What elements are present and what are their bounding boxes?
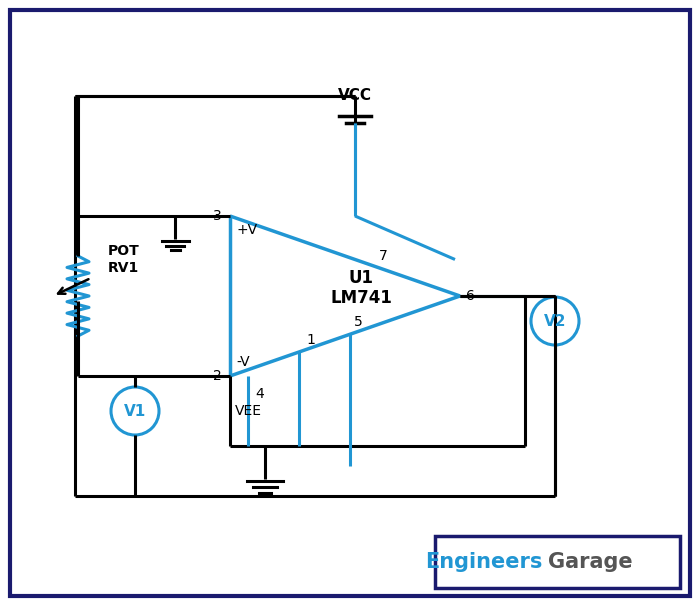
Text: V1: V1 — [124, 404, 146, 419]
Text: V2: V2 — [544, 313, 566, 328]
Text: -V: -V — [236, 355, 250, 369]
FancyBboxPatch shape — [10, 10, 690, 596]
Text: POT: POT — [108, 244, 140, 258]
Text: 2: 2 — [214, 369, 222, 383]
Text: 6: 6 — [466, 289, 475, 303]
Text: Engineers: Engineers — [426, 552, 542, 572]
Text: VEE: VEE — [235, 404, 262, 418]
FancyBboxPatch shape — [435, 536, 680, 588]
Text: Garage: Garage — [547, 552, 632, 572]
Text: 7: 7 — [379, 248, 387, 262]
Text: U1: U1 — [349, 269, 374, 287]
Text: 4: 4 — [256, 387, 265, 401]
Text: VCC: VCC — [338, 88, 372, 104]
Text: 1: 1 — [307, 333, 316, 347]
Text: 5: 5 — [354, 315, 363, 330]
Text: 3: 3 — [214, 209, 222, 223]
Text: LM741: LM741 — [330, 289, 393, 307]
Text: RV1: RV1 — [108, 261, 139, 275]
Text: +V: +V — [236, 223, 257, 237]
